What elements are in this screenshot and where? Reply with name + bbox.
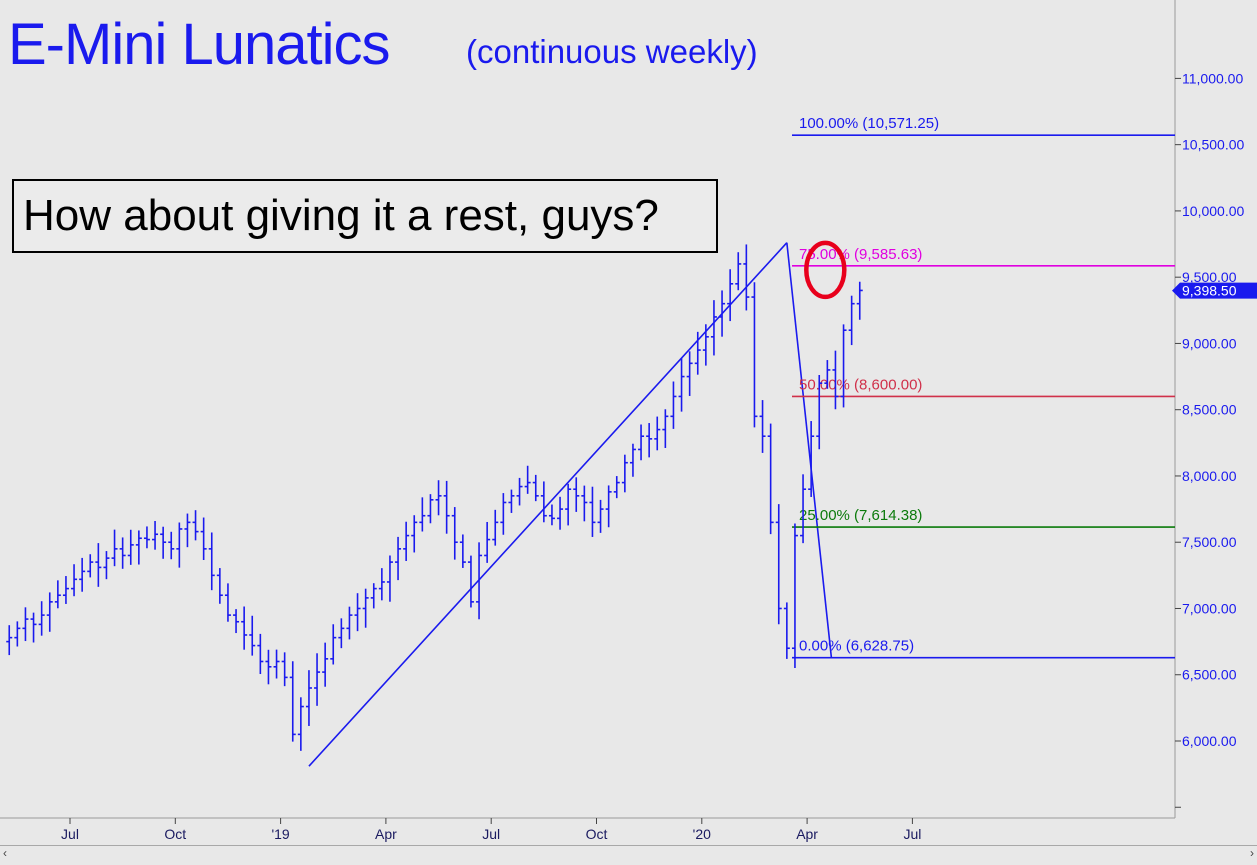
fibonacci-levels: 100.00% (10,571.25) 75.00% (9,585.63) 50.0…: [792, 115, 1175, 659]
x-tick-label: Oct: [164, 826, 186, 842]
fib-label: 0.00% (6,628.75): [799, 638, 914, 655]
y-tick-label: 10,500.00: [1182, 137, 1244, 153]
x-axis: Jul Oct '19 Apr Jul Oct '20 Apr Jul: [61, 818, 921, 842]
chart-title: E-Mini Lunatics: [8, 12, 390, 77]
horizontal-scrollbar[interactable]: ‹ ›: [0, 845, 1257, 861]
y-tick-label: 6,500.00: [1182, 667, 1237, 683]
y-tick-label: 6,000.00: [1182, 733, 1237, 749]
highlight-circle-ellipse: [804, 240, 847, 300]
x-tick-label: Oct: [586, 826, 608, 842]
x-tick-label: '19: [271, 826, 289, 842]
highlight-circle: [804, 240, 847, 300]
x-tick-label: '20: [693, 826, 711, 842]
y-tick-label: 7,000.00: [1182, 600, 1237, 616]
x-tick-label: Jul: [903, 826, 921, 842]
left-arrow-icon[interactable]: ‹: [3, 846, 7, 860]
annotation-text: How about giving it a rest, guys?: [23, 191, 659, 240]
trendline: [308, 242, 788, 767]
trendlines: [308, 242, 833, 767]
y-tick-label: 10,000.00: [1182, 203, 1244, 219]
last-price-marker: 9,398.50: [1172, 282, 1257, 299]
y-tick-label: 8,500.00: [1182, 402, 1237, 418]
y-tick-label: 7,500.00: [1182, 534, 1237, 550]
x-tick-label: Apr: [796, 826, 818, 842]
y-axis: 11,000.00 10,500.00 10,000.00 9,500.00 9,000…: [1175, 70, 1244, 808]
y-tick-label: 9,000.00: [1182, 335, 1237, 351]
y-tick-label: 11,000.00: [1182, 70, 1243, 86]
x-tick-label: Jul: [61, 826, 79, 842]
chart-subtitle: (continuous weekly): [466, 33, 758, 70]
right-arrow-icon[interactable]: ›: [1250, 846, 1254, 860]
fib-label: 50.00% (8,600.00): [799, 376, 922, 393]
trendline: [786, 242, 833, 658]
fib-label: 25.00% (7,614.38): [799, 507, 922, 524]
y-tick-label: 9,500.00: [1182, 269, 1237, 285]
last-price-tag: [1172, 282, 1257, 299]
fib-label: 100.00% (10,571.25): [799, 115, 939, 132]
x-tick-label: Apr: [375, 826, 397, 842]
annotation-box: How about giving it a rest, guys?: [12, 179, 718, 253]
y-tick-label: 8,000.00: [1182, 468, 1237, 484]
last-price-label: 9,398.50: [1182, 283, 1237, 299]
price-bars: [6, 244, 863, 751]
x-tick-label: Jul: [482, 826, 500, 842]
fib-label: 75.00% (9,585.63): [799, 246, 922, 263]
